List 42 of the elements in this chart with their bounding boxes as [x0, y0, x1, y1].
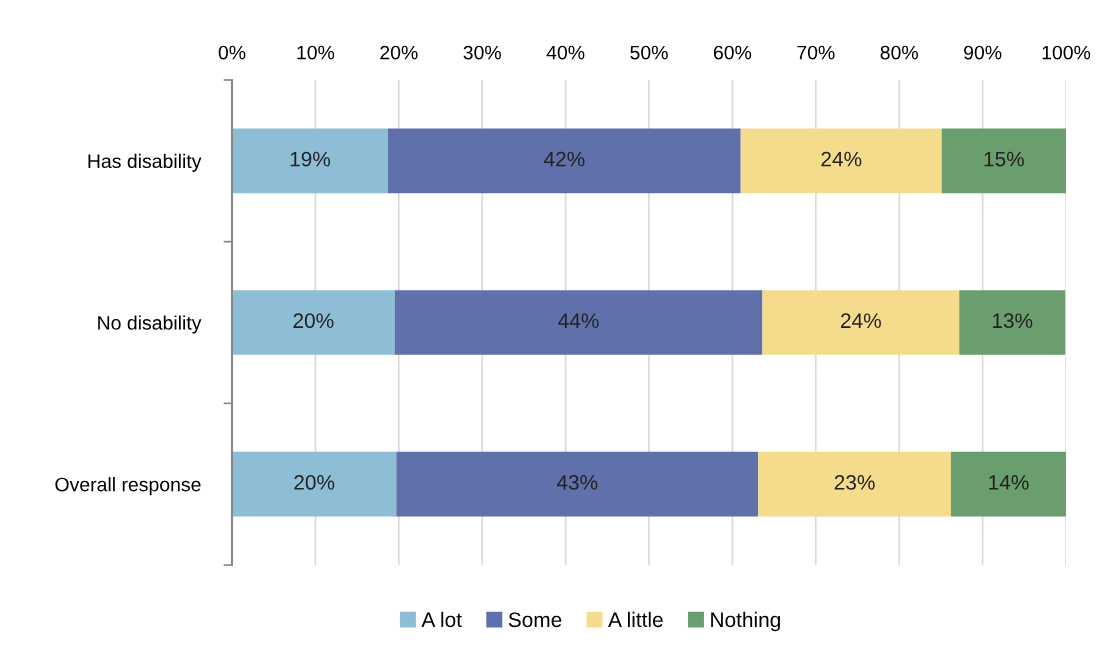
data-label: 20%	[293, 313, 334, 329]
x-tick-label: 40%	[546, 45, 585, 60]
bar	[959, 290, 1066, 355]
data-label: 24%	[821, 151, 862, 167]
data-label: 20%	[294, 475, 335, 490]
x-tick-label: 0%	[218, 45, 246, 60]
y-tick-label: Overall response	[55, 477, 201, 496]
bar	[950, 451, 1066, 517]
legend-label: Nothing	[711, 611, 780, 632]
bar	[740, 128, 942, 194]
bar	[762, 290, 960, 355]
bar	[394, 290, 763, 355]
legend-label: Some	[508, 612, 562, 628]
bar	[396, 451, 759, 517]
bar	[941, 128, 1066, 194]
x-tick-label: 30%	[463, 45, 501, 60]
x-tick-label: 20%	[380, 45, 418, 60]
y-tick-label: Has disability	[88, 153, 202, 172]
data-label: 23%	[834, 475, 875, 490]
data-label: 42%	[543, 151, 585, 167]
legend-label: A lot	[421, 611, 462, 628]
bar	[387, 128, 741, 194]
x-tick-label: 50%	[630, 45, 668, 60]
data-label: 19%	[290, 151, 331, 167]
x-tick-label: 80%	[880, 45, 918, 60]
data-label: 13%	[992, 313, 1033, 329]
data-label: 14%	[989, 475, 1029, 490]
data-label: 15%	[984, 151, 1024, 167]
data-label: 44%	[558, 313, 599, 329]
x-tick-label: 90%	[964, 45, 1002, 60]
data-label: 43%	[556, 475, 598, 490]
bar	[232, 451, 397, 517]
bar	[232, 128, 388, 194]
x-tick-label: 60%	[713, 45, 752, 60]
y-tick-label: No disability	[98, 315, 202, 334]
x-tick-label: 100%	[1042, 45, 1091, 60]
x-tick-label: 10%	[297, 45, 335, 60]
bar	[232, 290, 395, 355]
x-tick-label: 70%	[797, 45, 835, 60]
data-label: 24%	[841, 313, 881, 329]
legend-label: A little	[608, 611, 663, 628]
bar	[758, 451, 951, 517]
